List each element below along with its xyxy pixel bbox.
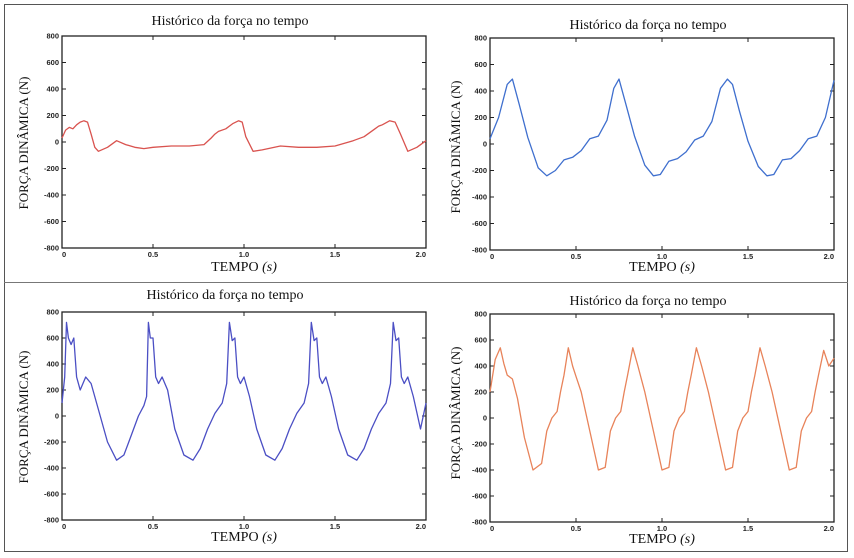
y-tick-label: -200 — [472, 166, 487, 175]
plot-frame — [61, 311, 427, 521]
x-axis-label: TEMPO (s) — [490, 532, 834, 548]
x-tick-label: 0.5 — [571, 524, 581, 533]
y-tick-label: 800 — [474, 34, 487, 43]
plot-frame — [489, 313, 835, 523]
y-tick-label: 800 — [46, 308, 59, 317]
series-line — [61, 120, 427, 152]
y-tick-label: 400 — [46, 85, 59, 94]
panel-divider — [4, 282, 848, 283]
x-tick-label: 0 — [490, 252, 494, 261]
x-tick-label: 0 — [62, 522, 66, 531]
y-tick-label: -400 — [472, 466, 487, 475]
x-axis-label: TEMPO (s) — [490, 260, 834, 276]
y-tick-label: -800 — [472, 246, 487, 255]
x-tick-label: 0 — [62, 250, 66, 259]
x-axis-label-main: TEMPO — [211, 260, 259, 275]
series-line — [489, 78, 835, 177]
x-tick-label: 2.0 — [416, 522, 426, 531]
y-tick-label: -200 — [472, 440, 487, 449]
x-axis-label-unit: (s) — [262, 530, 277, 545]
y-axis-label: FORÇA DINÂMICA (N) — [448, 80, 463, 214]
y-tick-label: -400 — [44, 464, 59, 473]
x-tick-label: 1.5 — [743, 252, 753, 261]
y-tick-label: 800 — [474, 310, 487, 319]
y-tick-label: -400 — [472, 193, 487, 202]
x-tick-label: 1.5 — [330, 522, 340, 531]
panel-bottom-right: Histórico da força no tempo 800 600 400 200… — [438, 286, 848, 552]
y-tick-label: 200 — [46, 386, 59, 395]
x-tick-label: 0 — [490, 524, 494, 533]
y-tick-label: 600 — [474, 60, 487, 69]
y-tick-label: 0 — [55, 138, 59, 147]
series-line — [61, 321, 427, 461]
y-axis-label: FORÇA DINÂMICA (N) — [16, 350, 31, 484]
y-tick-label: 200 — [46, 111, 59, 120]
panel-title: Histórico da força no tempo — [151, 14, 309, 29]
y-tick-label: 200 — [474, 388, 487, 397]
y-axis-label: FORÇA DINÂMICA (N) — [448, 346, 463, 480]
x-axis-label-unit: (s) — [680, 260, 695, 275]
x-tick-label: 2.0 — [824, 252, 834, 261]
x-axis-label-unit: (s) — [680, 532, 695, 547]
y-tick-label: -600 — [472, 219, 487, 228]
x-tick-label: 2.0 — [824, 524, 834, 533]
x-axis-label-main: TEMPO — [629, 260, 677, 275]
y-tick-label: 600 — [46, 334, 59, 343]
y-tick-label: 800 — [46, 32, 59, 41]
x-tick-label: 0.5 — [148, 522, 158, 531]
x-tick-label: 1.0 — [239, 250, 249, 259]
y-tick-label: -600 — [44, 217, 59, 226]
panel-title: Histórico da força no tempo — [569, 294, 727, 309]
x-tick-label: 2.0 — [416, 250, 426, 259]
y-tick-label: -800 — [44, 516, 59, 525]
y-tick-label: 600 — [474, 336, 487, 345]
x-tick-label: 1.0 — [657, 252, 667, 261]
y-tick-label: -200 — [44, 164, 59, 173]
x-axis-label-main: TEMPO — [629, 532, 677, 547]
x-tick-label: 1.0 — [657, 524, 667, 533]
y-tick-label: 400 — [474, 87, 487, 96]
panel-top-right: Histórico da força no tempo 800 600 400 200… — [438, 12, 848, 282]
y-axis-label: FORÇA DINÂMICA (N) — [16, 76, 31, 210]
series-line — [489, 347, 835, 471]
x-axis-label-unit: (s) — [262, 260, 277, 275]
y-tick-label: -800 — [472, 518, 487, 527]
y-tick-label: -800 — [44, 244, 59, 253]
panel-title: Histórico da força no tempo — [146, 288, 304, 303]
y-tick-label: -600 — [44, 490, 59, 499]
panel-title: Histórico da força no tempo — [569, 18, 727, 33]
x-tick-label: 1.5 — [330, 250, 340, 259]
x-tick-label: 0.5 — [571, 252, 581, 261]
y-tick-label: 200 — [474, 113, 487, 122]
y-tick-label: -400 — [44, 191, 59, 200]
x-tick-label: 0.5 — [148, 250, 158, 259]
panel-top-left: Histórico da força no tempo 800 600 400 200… — [10, 12, 430, 282]
y-tick-label: 0 — [55, 412, 59, 421]
y-tick-label: 0 — [483, 140, 487, 149]
x-axis-label: TEMPO (s) — [62, 530, 426, 546]
panel-bottom-left: Histórico da força no tempo 800 600 400 200… — [10, 286, 430, 552]
x-tick-label: 1.5 — [743, 524, 753, 533]
plot-frame — [61, 35, 427, 249]
y-tick-label: 400 — [46, 360, 59, 369]
x-axis-label: TEMPO (s) — [62, 260, 426, 276]
y-tick-label: 400 — [474, 362, 487, 371]
x-tick-label: 1.0 — [239, 522, 249, 531]
y-tick-label: -200 — [44, 438, 59, 447]
y-tick-label: -600 — [472, 492, 487, 501]
x-axis-label-main: TEMPO — [211, 530, 259, 545]
y-tick-label: 0 — [483, 414, 487, 423]
y-tick-label: 600 — [46, 58, 59, 67]
plot-frame — [489, 37, 835, 251]
